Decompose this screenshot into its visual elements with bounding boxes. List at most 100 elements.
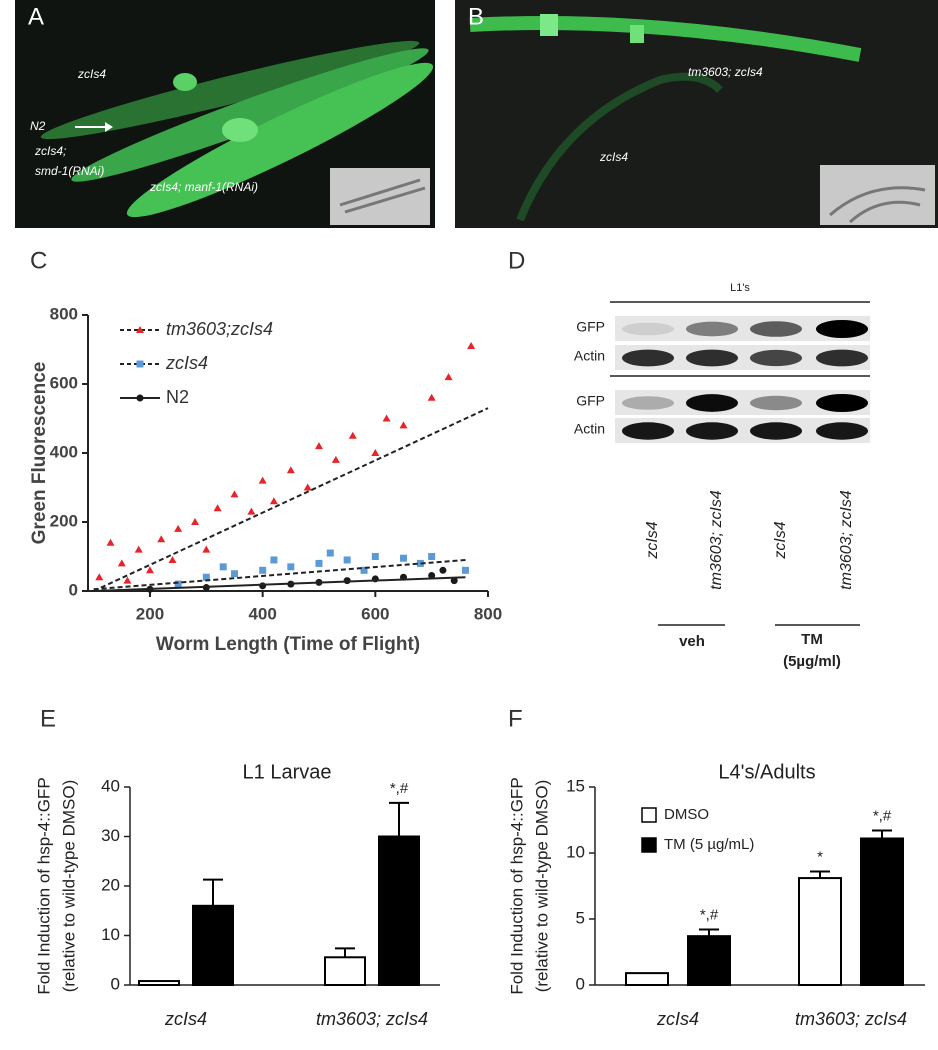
point — [174, 580, 182, 588]
point — [343, 556, 351, 564]
image-label: zcIs4; manf-1(RNAi) — [149, 180, 258, 194]
annotation: *,# — [873, 808, 892, 825]
y-tick-label: 800 — [50, 304, 78, 323]
point — [269, 497, 278, 505]
blot-band — [686, 394, 738, 412]
lane-label: tm3603; zcIs4 — [708, 490, 725, 590]
image-label: zcIs4 — [77, 67, 106, 81]
y-axis-label: Fold Induction of hsp-4::GFP — [507, 777, 526, 994]
legend-marker — [136, 326, 144, 333]
chart-title: L4's/Adults — [718, 761, 815, 783]
y-tick-label: 10 — [566, 842, 585, 861]
y-tick-label: 30 — [101, 826, 120, 845]
image-label: N2 — [30, 119, 46, 133]
x-axis-label: Worm Length (Time of Flight) — [156, 634, 420, 655]
fit-line — [93, 558, 466, 591]
y-axis-label: Green Fluorescence — [29, 362, 50, 545]
y-tick-label: 600 — [50, 373, 78, 392]
x-tick-label: tm3603; zcIs4 — [795, 1009, 907, 1029]
panel-letter: A — [28, 3, 44, 30]
x-tick-label: 400 — [248, 604, 276, 623]
point — [259, 582, 267, 590]
bar — [860, 837, 904, 986]
point — [230, 570, 238, 578]
treatment-label: TM — [801, 631, 823, 648]
lane-label: tm3603; zcIs4 — [838, 490, 855, 590]
y-axis-label: (relative to wild-type DMSO) — [532, 780, 551, 993]
legend-label: DMSO — [664, 806, 709, 823]
point — [348, 431, 357, 439]
point — [326, 549, 334, 557]
blot-band — [816, 349, 868, 367]
point — [467, 342, 476, 350]
blot-row-label: GFP — [576, 393, 605, 409]
legend-label: TM (5 µg/mL) — [664, 836, 754, 853]
treatment-label: veh — [679, 633, 705, 650]
bar — [378, 835, 420, 986]
x-tick-label: zcIs4 — [656, 1009, 699, 1029]
point — [399, 421, 408, 429]
x-tick-label: 800 — [474, 604, 502, 623]
point — [123, 576, 132, 584]
blot-band — [686, 422, 738, 440]
point — [371, 449, 380, 456]
panel-letter: E — [40, 705, 56, 732]
y-tick-label: 0 — [69, 580, 78, 599]
point — [168, 555, 177, 563]
legend-label: tm3603;zcIs4 — [166, 319, 273, 339]
blot-band — [750, 349, 802, 367]
x-tick-label: 200 — [136, 604, 164, 623]
lane-label: zcIs4 — [644, 521, 661, 559]
micrograph-a — [15, 0, 435, 228]
point — [174, 524, 183, 532]
point — [145, 566, 154, 574]
blot-band — [622, 349, 674, 367]
point — [202, 573, 210, 581]
point — [427, 393, 436, 401]
point — [439, 566, 447, 574]
legend-marker — [136, 360, 144, 368]
chart-title: L1 Larvae — [243, 761, 332, 783]
lane-label: zcIs4 — [772, 521, 789, 559]
point — [428, 571, 436, 579]
point — [428, 553, 436, 560]
point — [95, 573, 104, 581]
blot-band — [816, 422, 868, 440]
point — [202, 545, 211, 553]
annotation: * — [817, 848, 823, 865]
point — [134, 545, 143, 553]
blot-band — [622, 422, 674, 440]
panel-letter: D — [508, 247, 525, 274]
x-tick-label: 600 — [361, 604, 389, 623]
y-tick-label: 40 — [101, 776, 120, 795]
image-label: zcIs4; — [34, 144, 66, 158]
panel-letter: C — [30, 247, 47, 274]
image-label: tm3603; zcIs4 — [688, 65, 763, 79]
point — [259, 566, 267, 574]
point — [230, 490, 239, 498]
point — [117, 559, 126, 567]
point — [314, 442, 323, 450]
blot-group: L1's — [730, 282, 750, 294]
legend-label: zcIs4 — [165, 353, 208, 373]
point — [219, 563, 227, 571]
y-tick-label: 20 — [101, 875, 120, 894]
point — [371, 553, 379, 560]
micrograph-b — [455, 0, 938, 228]
blot-band — [622, 396, 674, 410]
legend-label: N2 — [166, 387, 189, 407]
blot-band — [750, 395, 802, 411]
y-tick-label: 10 — [101, 925, 120, 944]
treatment-label: (5µg/ml) — [783, 653, 841, 670]
blot-band — [686, 349, 738, 367]
y-tick-label: 400 — [50, 442, 78, 461]
point — [360, 566, 368, 574]
x-tick-label: zcIs4 — [164, 1009, 207, 1029]
legend-marker — [136, 394, 144, 402]
fit-line — [93, 576, 466, 592]
x-tick-label: tm3603; zcIs4 — [316, 1009, 428, 1029]
y-tick-label: 200 — [50, 511, 78, 530]
y-tick-label: 15 — [566, 776, 585, 795]
bar — [138, 980, 180, 986]
